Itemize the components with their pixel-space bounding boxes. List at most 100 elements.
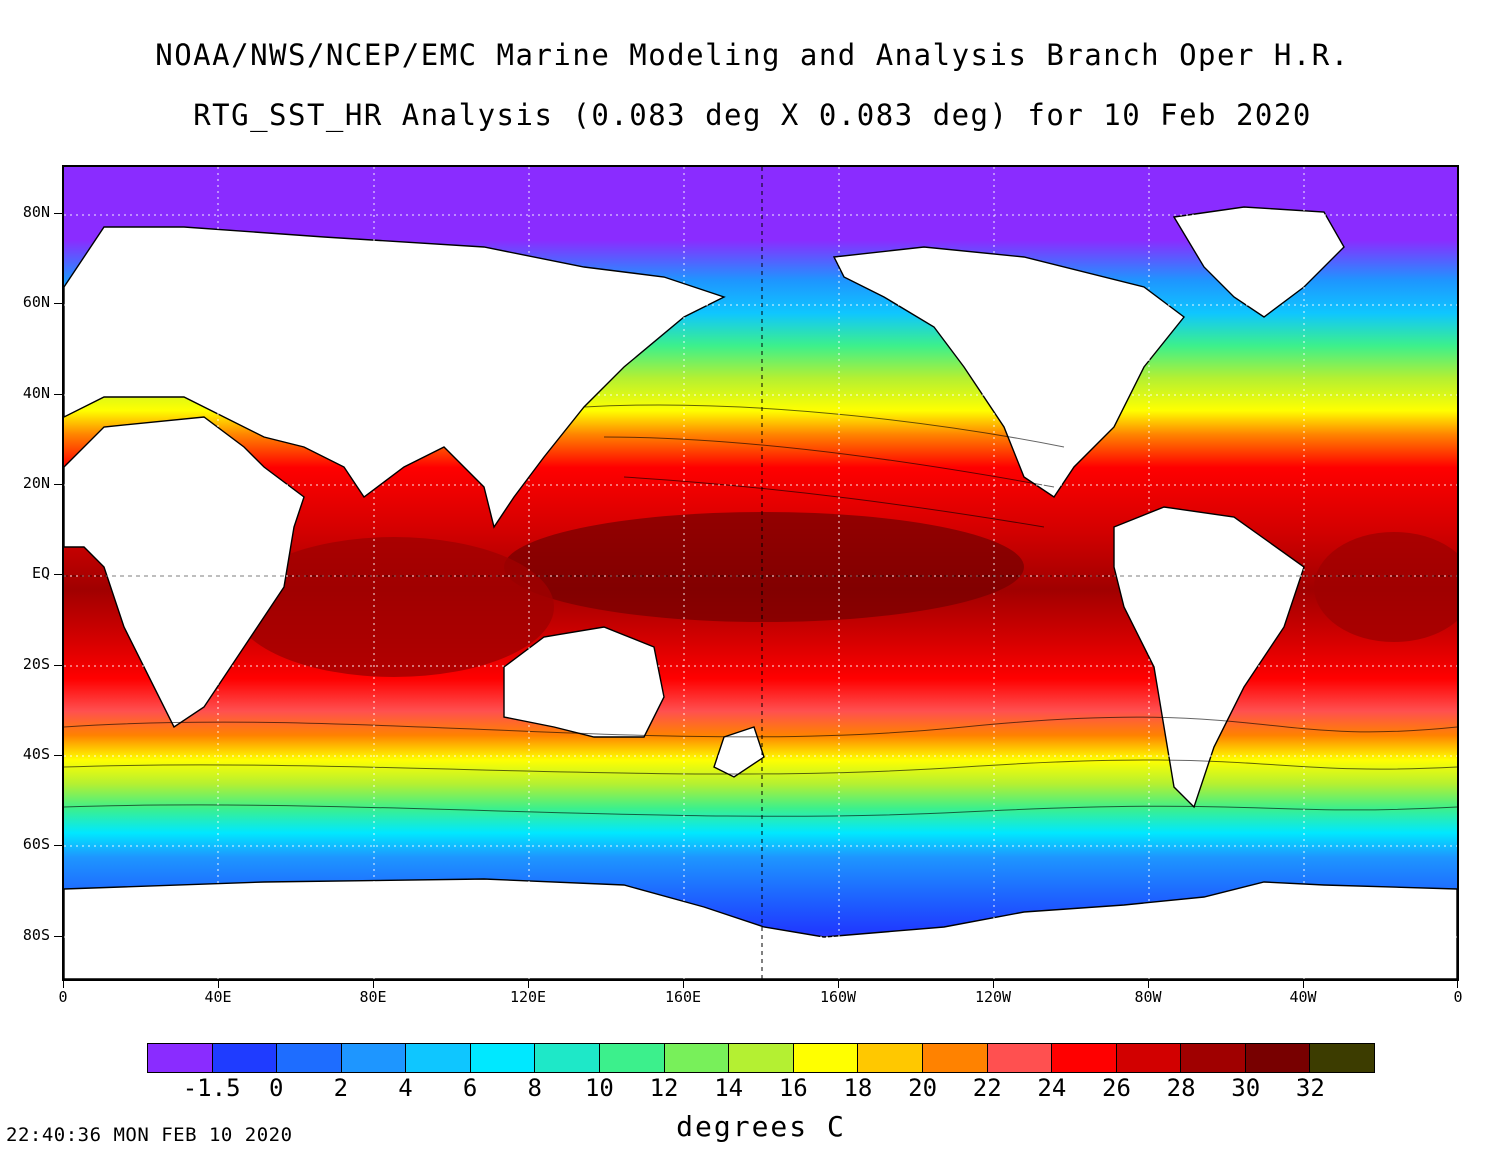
lon-tick	[218, 981, 219, 988]
lon-label-0-east: 0	[1453, 988, 1463, 1006]
atlantic-warm-region	[1314, 532, 1457, 642]
lat-tick	[54, 484, 62, 485]
color-scale-swatch	[470, 1044, 536, 1072]
lat-label-20s: 20S	[22, 655, 50, 673]
color-scale-swatch	[1116, 1044, 1182, 1072]
lat-tick	[54, 845, 62, 846]
lat-label-eq: EQ	[31, 564, 50, 582]
lon-tick	[373, 981, 374, 988]
color-scale-swatch	[600, 1044, 665, 1072]
lat-label-60n: 60N	[22, 293, 50, 311]
lon-tick	[683, 981, 684, 988]
color-scale-swatch	[1245, 1044, 1311, 1072]
color-scale-label: 28	[1166, 1074, 1196, 1102]
lon-label-120w: 120W	[974, 988, 1012, 1006]
lon-label-40w: 40W	[1289, 988, 1317, 1006]
color-scale-label: 18	[843, 1074, 873, 1102]
sst-map-graphic	[64, 167, 1457, 979]
color-scale-swatch	[664, 1044, 730, 1072]
color-scale-label: 6	[462, 1074, 478, 1102]
color-scale-label: 30	[1231, 1074, 1261, 1102]
map-title-line2: RTG_SST_HR Analysis (0.083 deg X 0.083 d…	[193, 98, 1312, 132]
lat-tick	[54, 213, 62, 214]
color-scale-label: 8	[527, 1074, 542, 1102]
color-scale-label: 24	[1037, 1074, 1067, 1102]
color-scale-swatch	[212, 1044, 278, 1072]
lat-label-80s: 80S	[22, 926, 50, 944]
color-scale-swatch	[277, 1044, 342, 1072]
lon-label-80w: 80W	[1134, 988, 1162, 1006]
lon-tick	[63, 981, 64, 988]
color-scale-label: 14	[714, 1074, 744, 1102]
lat-label-40s: 40S	[22, 745, 50, 763]
color-scale-swatch	[987, 1044, 1053, 1072]
lat-label-40n: 40N	[22, 384, 50, 402]
units-label: degrees C	[676, 1110, 846, 1143]
contour-line	[603, 436, 1055, 488]
color-scale-swatch	[1052, 1044, 1117, 1072]
eurasia	[64, 226, 726, 529]
lon-tick	[993, 981, 994, 988]
color-scale-label: 22	[972, 1074, 1002, 1102]
lat-label-80n: 80N	[22, 203, 50, 221]
indian-ocean-warm-region	[234, 537, 554, 677]
color-scale-label: 12	[649, 1074, 679, 1102]
lon-label-160e: 160E	[664, 988, 702, 1006]
north-america	[832, 246, 1185, 498]
color-scale-label: 16	[778, 1074, 808, 1102]
lon-label-80e: 80E	[359, 988, 387, 1006]
lat-tick	[54, 936, 62, 937]
isotherm-contours	[64, 404, 1457, 817]
color-scale-label: 20	[908, 1074, 938, 1102]
color-scale-label: -1.5	[182, 1074, 241, 1102]
africa	[64, 416, 305, 729]
lat-label-20n: 20N	[22, 474, 50, 492]
lat-tick	[54, 394, 62, 395]
map-title-line1: NOAA/NWS/NCEP/EMC Marine Modeling and An…	[155, 38, 1350, 72]
western-pacific-warm-pool	[504, 512, 1024, 622]
color-scale-swatch	[1181, 1044, 1246, 1072]
color-scale-swatch	[729, 1044, 794, 1072]
lon-label-160w: 160W	[819, 988, 857, 1006]
south-america	[1113, 506, 1305, 809]
color-scale-label: 4	[398, 1074, 413, 1102]
lat-tick	[54, 755, 62, 756]
lon-label-120e: 120E	[509, 988, 547, 1006]
lon-tick	[838, 981, 839, 988]
color-scale-label: 10	[584, 1074, 614, 1102]
land-masses	[64, 206, 1457, 979]
lon-tick	[1303, 981, 1304, 988]
color-scale-swatch	[858, 1044, 923, 1072]
contour-line	[623, 476, 1045, 528]
color-scale-swatch	[922, 1044, 988, 1072]
lat-tick	[54, 303, 62, 304]
color-scale-swatch	[406, 1044, 471, 1072]
contour-line	[64, 759, 1457, 775]
color-scale-label: 26	[1102, 1074, 1131, 1102]
lon-label-0: 0	[58, 988, 68, 1006]
lon-tick	[528, 981, 529, 988]
color-scale-bar	[147, 1043, 1375, 1073]
contour-line	[64, 716, 1457, 738]
lat-tick	[54, 665, 62, 666]
timestamp: 22:40:36 MON FEB 10 2020	[6, 1124, 293, 1146]
lat-tick	[54, 574, 62, 575]
sst-map	[62, 165, 1459, 981]
antarctica	[64, 878, 1457, 979]
color-scale-swatch	[535, 1044, 601, 1072]
lon-tick	[1148, 981, 1149, 988]
color-scale-swatch	[148, 1044, 213, 1072]
contour-line	[64, 804, 1457, 817]
lat-label-60s: 60S	[22, 835, 50, 853]
lon-tick	[1457, 981, 1458, 988]
color-scale-label: 2	[333, 1074, 349, 1102]
lon-label-40e: 40E	[204, 988, 232, 1006]
color-scale-label: 0	[269, 1074, 284, 1102]
color-scale-swatch	[793, 1044, 859, 1072]
new-zealand	[713, 726, 765, 778]
color-scale-label: 32	[1295, 1074, 1325, 1102]
color-scale-swatch	[1310, 1044, 1374, 1072]
color-scale-swatch	[341, 1044, 407, 1072]
contour-line	[583, 404, 1065, 448]
australia	[503, 626, 665, 738]
